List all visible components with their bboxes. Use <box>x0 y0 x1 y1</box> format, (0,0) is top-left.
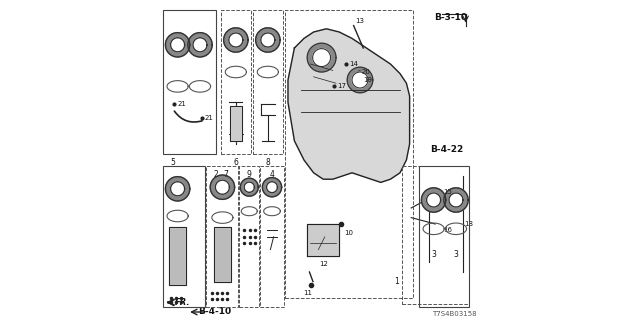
Polygon shape <box>352 72 368 88</box>
Polygon shape <box>256 28 280 52</box>
Polygon shape <box>262 178 282 197</box>
Text: 12: 12 <box>319 261 328 267</box>
Text: 10: 10 <box>344 230 353 236</box>
Polygon shape <box>166 177 189 201</box>
Text: 7: 7 <box>223 170 228 179</box>
Text: 4: 4 <box>269 170 275 179</box>
Text: B-3-10: B-3-10 <box>434 13 467 22</box>
Polygon shape <box>171 38 184 52</box>
Text: B-4-22: B-4-22 <box>430 145 463 154</box>
Text: 9: 9 <box>247 170 252 179</box>
Text: 20: 20 <box>362 69 371 75</box>
Polygon shape <box>422 188 445 212</box>
Polygon shape <box>211 175 235 199</box>
Text: 19: 19 <box>364 77 372 83</box>
Text: 2: 2 <box>214 170 218 179</box>
Text: 13: 13 <box>355 18 364 24</box>
Text: 15: 15 <box>443 189 452 195</box>
Text: 18: 18 <box>465 221 474 227</box>
Text: 21: 21 <box>178 101 186 107</box>
Text: 3: 3 <box>431 250 436 259</box>
Text: 14: 14 <box>349 61 358 67</box>
Polygon shape <box>427 193 440 207</box>
Text: T7S4B03158: T7S4B03158 <box>432 311 477 317</box>
Polygon shape <box>193 38 207 52</box>
Polygon shape <box>216 180 230 194</box>
Polygon shape <box>188 33 212 57</box>
Text: 1: 1 <box>394 277 399 286</box>
Polygon shape <box>348 67 372 93</box>
Polygon shape <box>166 33 189 57</box>
Text: 5: 5 <box>170 158 175 167</box>
Polygon shape <box>169 227 186 285</box>
Text: 6: 6 <box>234 158 238 167</box>
Polygon shape <box>267 182 278 193</box>
Polygon shape <box>229 33 243 47</box>
Text: 17: 17 <box>338 84 347 89</box>
Text: FR.: FR. <box>174 298 190 307</box>
Polygon shape <box>261 33 275 47</box>
Text: 21: 21 <box>205 116 214 121</box>
Text: 3: 3 <box>454 250 458 259</box>
Polygon shape <box>224 28 248 52</box>
Polygon shape <box>444 188 468 212</box>
Text: 8: 8 <box>266 158 270 167</box>
Polygon shape <box>313 49 331 67</box>
Polygon shape <box>241 178 259 196</box>
Polygon shape <box>307 224 339 256</box>
Polygon shape <box>230 106 242 141</box>
Polygon shape <box>171 182 184 196</box>
Polygon shape <box>449 193 463 207</box>
Polygon shape <box>307 43 336 72</box>
Polygon shape <box>214 227 231 282</box>
Polygon shape <box>288 29 410 182</box>
Text: 11: 11 <box>303 290 312 296</box>
Polygon shape <box>244 182 255 192</box>
Text: 16: 16 <box>443 228 452 233</box>
Text: B-4-10: B-4-10 <box>198 308 231 316</box>
